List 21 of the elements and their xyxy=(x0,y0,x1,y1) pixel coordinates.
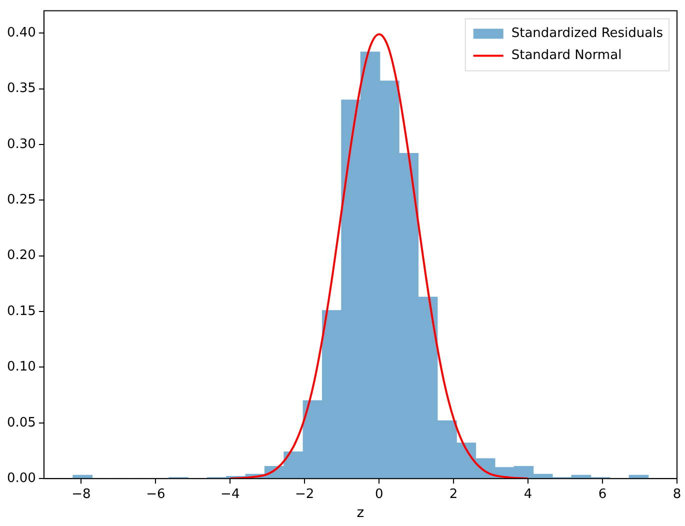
x-tick-label: −8 xyxy=(72,486,91,502)
legend-label: Standardized Residuals xyxy=(511,26,664,42)
y-tick-label: 0.25 xyxy=(6,192,36,208)
y-tick-label: 0.20 xyxy=(6,248,36,264)
y-tick-label: 0.30 xyxy=(6,136,36,152)
y-tick-label: 0.40 xyxy=(6,25,36,40)
x-axis-title: z xyxy=(356,505,364,522)
x-tick-label: 4 xyxy=(524,486,532,502)
y-tick-label: 0.10 xyxy=(6,360,36,375)
x-tick-label: 6 xyxy=(598,486,607,502)
x-tick-label: −2 xyxy=(295,486,314,502)
x-tick-label: −6 xyxy=(146,486,166,502)
x-tick-label: 2 xyxy=(449,486,458,502)
y-tick-label: 0.15 xyxy=(6,304,36,319)
y-tick-label: 0.00 xyxy=(6,470,36,486)
x-tick-label: 8 xyxy=(672,486,682,502)
y-tick-label: 0.05 xyxy=(6,415,36,430)
x-tick-label: −4 xyxy=(220,486,240,502)
x-tick-label: 0 xyxy=(374,486,384,502)
y-tick-label: 0.35 xyxy=(6,81,36,96)
legend-label: Standard Normal xyxy=(511,48,622,64)
